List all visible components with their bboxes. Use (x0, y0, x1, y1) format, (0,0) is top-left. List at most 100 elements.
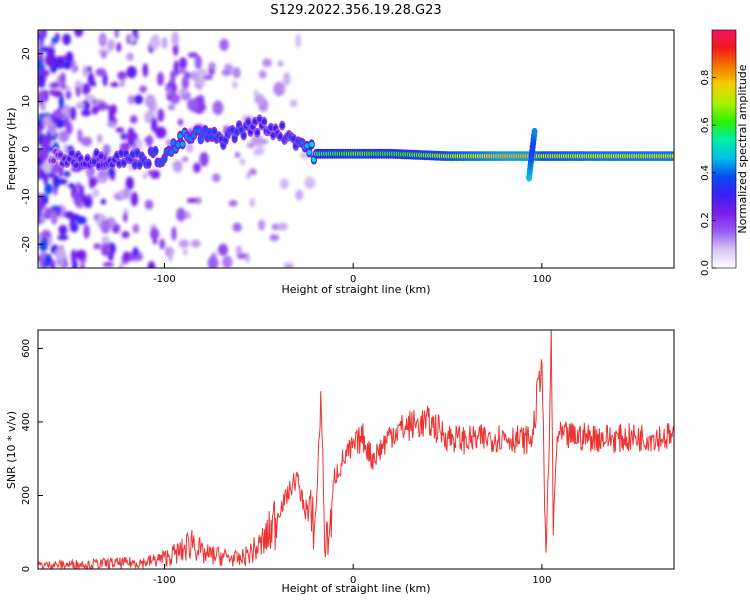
heatmap-blob (273, 81, 286, 97)
heatmap-blob (142, 63, 149, 78)
heatmap-blob (110, 82, 120, 88)
snr-series-line (38, 330, 674, 569)
heatmap-blob (181, 156, 189, 162)
svg-text:-100: -100 (153, 575, 176, 586)
heatmap-ridge-core (134, 150, 140, 156)
heatmap-blob (276, 222, 288, 231)
heatmap-blob (232, 222, 242, 232)
heatmap-blob (65, 90, 72, 100)
heatmap-ridge-core (304, 143, 310, 149)
heatmap-ridge-core (121, 160, 127, 166)
heatmap-blob (221, 255, 233, 268)
heatmap-blob (171, 31, 179, 47)
colorbar-tick-0.6: 0.6 (700, 117, 716, 133)
heatmap-noise-blobs (38, 30, 316, 268)
heatmap-blob (115, 127, 125, 133)
heatmap-blob (38, 38, 41, 52)
heatmap-blob (107, 39, 115, 51)
heatmap-blob (132, 247, 139, 257)
heatmap-blob (58, 94, 65, 110)
heatmap-blob (54, 56, 65, 70)
snr-y-tick-600: 600 (21, 339, 43, 358)
svg-text:0: 0 (21, 566, 32, 572)
heatmap-blob (146, 134, 153, 148)
svg-text:0: 0 (350, 575, 356, 586)
heatmap-blob (71, 60, 77, 74)
heatmap-blob (63, 144, 68, 156)
heatmap-blob (65, 51, 74, 66)
heatmap-blob (44, 183, 53, 195)
heatmap-blob (194, 197, 202, 204)
heatmap-ridge-core (291, 136, 296, 142)
heatmap-blob (262, 58, 272, 68)
heatmap-blob (52, 110, 60, 117)
heatmap-ridge-core (306, 149, 312, 156)
heatmap-blob (194, 55, 202, 70)
heatmap-blob (193, 162, 201, 174)
heatmap-blob (95, 68, 107, 77)
heatmap-blob (177, 118, 184, 126)
heatmap-ridge-core (198, 136, 204, 143)
heatmap-blob (152, 238, 158, 245)
heatmap-blob (62, 62, 72, 70)
heatmap-blob (144, 199, 154, 210)
heatmap-ridge-core (245, 119, 251, 125)
svg-text:600: 600 (21, 339, 32, 358)
heatmap-blob (167, 104, 176, 111)
heatmap-ridge-core (180, 141, 185, 147)
heatmap-blob (178, 57, 188, 70)
heatmap-ridge-core (98, 153, 104, 159)
heatmap-ridge-core (132, 162, 138, 168)
heatmap-blob (39, 168, 46, 180)
heatmap-blob (172, 159, 183, 173)
heatmap-ridge-core (218, 136, 224, 142)
heatmap-blob (42, 115, 52, 127)
heatmap-blob (133, 94, 144, 105)
heatmap-blob (69, 222, 79, 233)
heatmap-blob (60, 72, 66, 86)
heatmap-blob (79, 184, 85, 196)
svg-text:0.2: 0.2 (700, 212, 711, 228)
heatmap-blob (155, 126, 167, 139)
heatmap-blob (76, 216, 87, 225)
heatmap-ridge-core (261, 119, 267, 125)
snr-y-tick-400: 400 (21, 412, 43, 431)
svg-text:-100: -100 (153, 274, 176, 285)
heatmap-blob (147, 261, 156, 268)
heatmap-blob (150, 227, 160, 241)
snr-background (38, 330, 674, 569)
heatmap-blob (127, 127, 135, 143)
heatmap-blob (39, 147, 50, 161)
heatmap-blob (82, 65, 89, 77)
heatmap-blob (221, 69, 232, 76)
heatmap-blob (235, 245, 243, 255)
heatmap-blob (304, 176, 316, 189)
heatmap-blob (107, 121, 117, 128)
heatmap-marks (38, 30, 674, 268)
heatmap-blob (61, 83, 66, 90)
snr-frame (37, 329, 675, 570)
colorbar: 0.0 0.2 0.4 0.6 0.8 Normalized spectral ampl… (700, 29, 749, 276)
heatmap-blob (83, 196, 92, 208)
heatmap-blob (253, 89, 259, 97)
heatmap-ridge-core (671, 153, 674, 159)
heatmap-blob (98, 32, 107, 48)
heatmap-blob (199, 151, 209, 167)
heatmap-blob (58, 224, 68, 236)
heatmap-blob (176, 207, 186, 222)
heatmap-blob (181, 75, 190, 90)
heatmap-blob (279, 178, 289, 190)
heatmap-blob (183, 248, 188, 256)
snr-x-tick--100: -100 (153, 564, 176, 586)
heatmap-ridge-core (162, 155, 167, 162)
heatmap-blob (49, 82, 60, 89)
heatmap-blob (167, 247, 173, 262)
heatmap-blob (190, 71, 199, 82)
heatmap-ridge-core (114, 152, 120, 159)
colorbar-label: Normalized spectral amplitude (736, 64, 749, 233)
heatmap-ridge-core (277, 133, 283, 140)
heatmap-ridge-core (137, 162, 142, 168)
snr-x-ticks: -100 0 100 (153, 564, 551, 586)
